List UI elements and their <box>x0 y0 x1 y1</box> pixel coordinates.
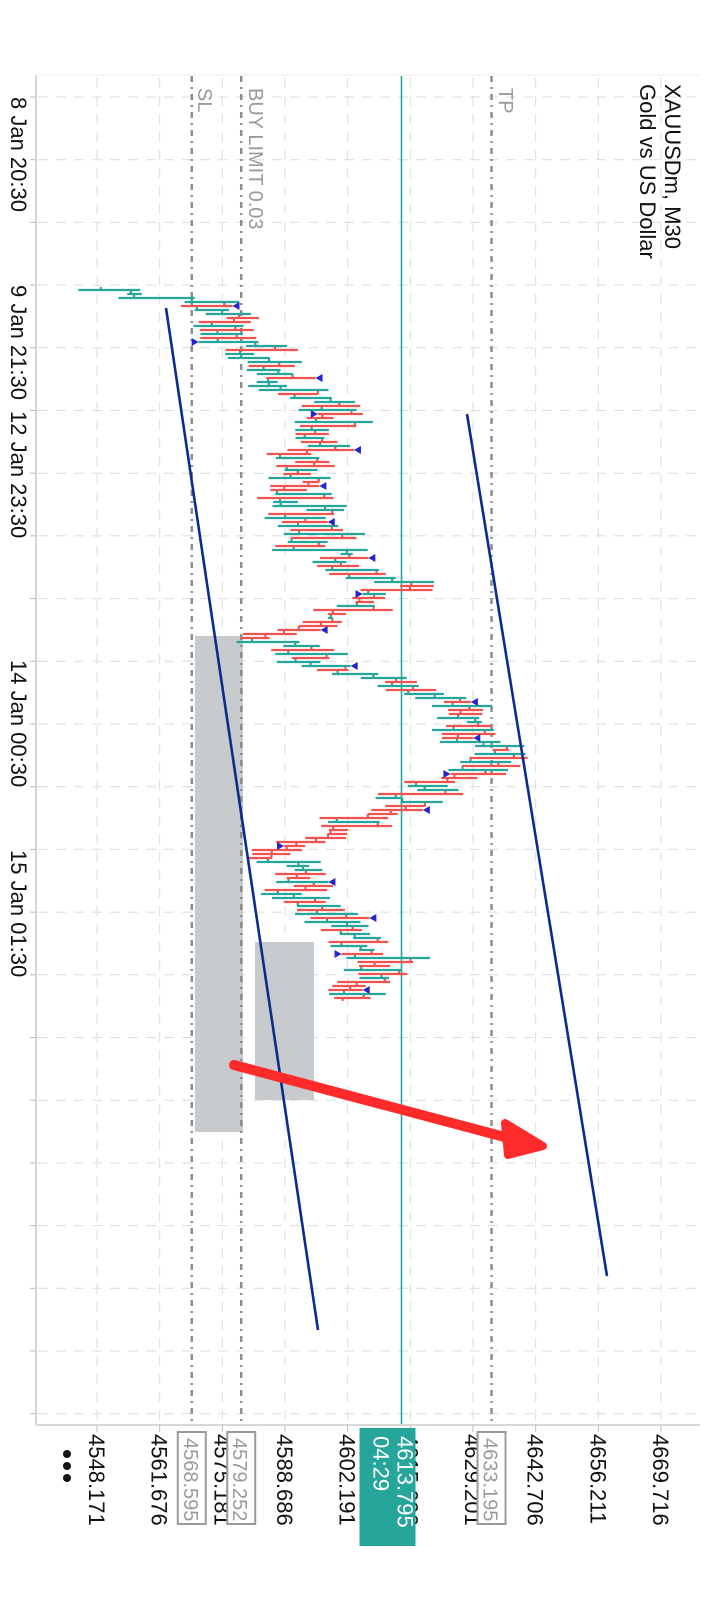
channel-lower-line[interactable] <box>164 307 320 1331</box>
zone-layer <box>195 636 314 1132</box>
buy-limit-label: BUY LIMIT 0.03 <box>244 88 266 230</box>
fractal-marker <box>328 878 336 886</box>
more-icon[interactable] <box>54 1448 80 1484</box>
fractal-marker <box>443 770 451 778</box>
fractal-marker <box>327 518 335 526</box>
current-price-value: 4613.795 <box>393 1436 418 1528</box>
trend-arrow-shaft[interactable] <box>229 1060 517 1144</box>
price-axis-label: 4561.676 <box>147 1434 172 1526</box>
fractal-marker <box>191 338 199 346</box>
price-axis-label: 4548.171 <box>84 1434 109 1526</box>
fractal-marker <box>422 806 430 814</box>
fractal-marker <box>470 698 478 706</box>
markers-layer <box>191 302 481 994</box>
fractal-marker <box>368 554 376 562</box>
fractal-marker <box>276 842 284 850</box>
price-axis-label: 4642.706 <box>523 1434 548 1526</box>
fractal-marker <box>473 734 481 742</box>
price-axis-label: 4588.686 <box>272 1434 297 1526</box>
price-axis-label: 4656.211 <box>585 1434 610 1524</box>
pending-order-zone-1 <box>195 636 243 1132</box>
fractal-marker <box>310 410 318 418</box>
chart-title-description: Gold vs US Dollar <box>635 84 660 259</box>
fractal-marker <box>320 626 328 634</box>
fractal-marker <box>232 302 240 310</box>
sl-price-box: 4568.595 <box>176 1431 207 1525</box>
buy-limit-price-box: 4579.252 <box>226 1431 257 1525</box>
current-price-countdown: 04:29 <box>369 1436 394 1491</box>
fractal-marker <box>315 374 323 382</box>
time-axis-label: 14 Jan 00:30 <box>6 660 31 787</box>
fractal-marker <box>353 446 361 454</box>
time-axis-label: 15 Jan 01:30 <box>6 850 31 977</box>
fractal-marker <box>355 590 363 598</box>
level-lines <box>190 76 493 1424</box>
arrow-layer[interactable] <box>229 1060 547 1159</box>
fractal-marker <box>319 482 327 490</box>
tp-label: TP <box>494 88 516 114</box>
channel-layer[interactable] <box>164 307 609 1331</box>
time-axis-label: 8 Jan 20:30 <box>6 97 31 212</box>
svg-text:4568.595: 4568.595 <box>179 1438 201 1521</box>
time-axis-label: 9 Jan 21:30 <box>6 285 31 400</box>
price-axis-label: 4602.191 <box>335 1434 360 1526</box>
price-axis-label: 4669.716 <box>648 1434 673 1526</box>
fractal-marker <box>350 662 358 670</box>
fractal-marker <box>362 986 370 994</box>
fractal-marker <box>369 914 377 922</box>
tp-price-box: 4633.195 <box>476 1431 507 1525</box>
time-axis-label: 12 Jan 23:30 <box>6 411 31 538</box>
candles-layer[interactable] <box>78 287 528 1001</box>
chart-title-symbol: XAUUSDm, M30 <box>660 84 685 249</box>
svg-text:4579.252: 4579.252 <box>228 1438 250 1521</box>
fractal-marker <box>334 950 342 958</box>
channel-upper-line[interactable] <box>465 413 609 1277</box>
trend-arrow-head[interactable] <box>501 1119 547 1159</box>
svg-text:4633.195: 4633.195 <box>479 1438 501 1521</box>
sl-label: SL <box>193 88 215 112</box>
